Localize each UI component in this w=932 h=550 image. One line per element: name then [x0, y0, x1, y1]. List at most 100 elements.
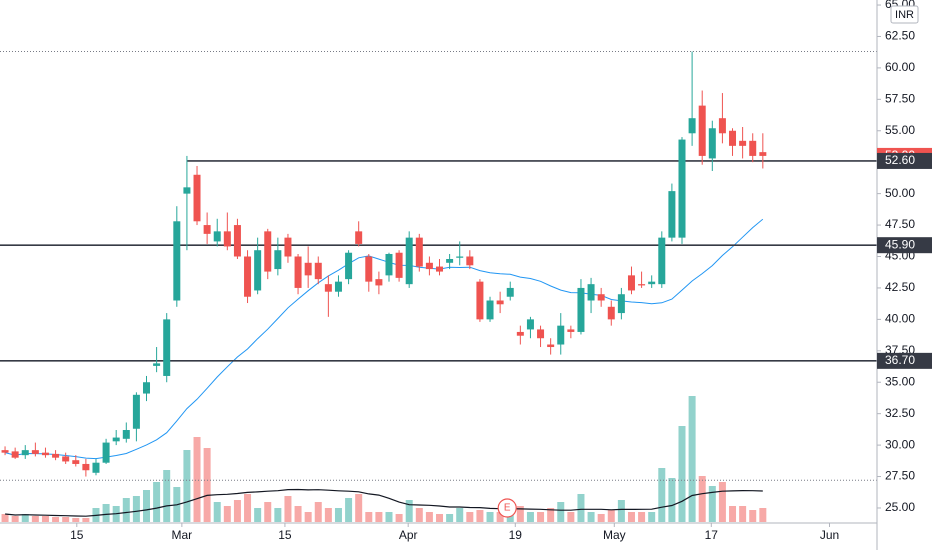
volume-bar [52, 517, 60, 522]
volume-bar [324, 508, 332, 522]
volume-bar [405, 500, 413, 522]
volume-bar [41, 516, 49, 522]
candle-body [395, 252, 403, 278]
x-tick-label: 15 [70, 528, 84, 542]
event-marker [497, 498, 517, 518]
y-tick-label: 42.50 [885, 280, 915, 294]
candle-body [72, 460, 80, 464]
candle-body [456, 256, 464, 258]
x-tick-label: May [603, 528, 626, 542]
x-tick-label: 19 [509, 528, 523, 542]
candle-body [112, 437, 120, 442]
candle-body [648, 281, 656, 285]
candle-body [274, 250, 282, 270]
volume-bar [537, 512, 545, 522]
candle-body [21, 450, 29, 456]
price-axis-bg [877, 0, 932, 550]
volume-bar [466, 512, 474, 522]
price-label-box [877, 152, 932, 169]
y-tick-label: 35.00 [885, 374, 915, 388]
candle-body [334, 281, 342, 292]
candle-body [153, 363, 161, 366]
y-tick-label: 57.50 [885, 92, 915, 106]
candle-body [506, 287, 514, 297]
volume-bar [436, 514, 444, 522]
volume-bar [698, 476, 706, 522]
candle-body [587, 284, 595, 301]
volume-bar [11, 516, 19, 522]
candle-body [749, 140, 757, 156]
candle-body [577, 287, 585, 332]
x-tick-label: Mar [172, 528, 193, 542]
volume-bar [385, 512, 393, 522]
volume-bar [102, 504, 110, 522]
volume-bar [62, 517, 70, 522]
volume-bar [284, 496, 292, 522]
candle-body [617, 294, 625, 314]
volume-moving-average [5, 488, 763, 517]
volume-bar [708, 486, 716, 522]
candle-body [486, 300, 494, 320]
price-label: 52.60 [885, 153, 915, 167]
candle-body [183, 187, 191, 194]
volume-bar [557, 502, 565, 522]
candle-body [688, 118, 696, 134]
candle-body [244, 256, 252, 297]
volume-bar [21, 514, 29, 522]
candle-body [1, 450, 9, 453]
candle-body [163, 319, 171, 376]
candle-body [314, 262, 322, 280]
volume-bar [31, 516, 39, 522]
volume-bar [759, 508, 767, 522]
candle-body [82, 463, 90, 471]
currency-box [890, 5, 919, 24]
volume-bar [365, 512, 373, 522]
candle-body [132, 394, 140, 429]
volume-bar [183, 450, 191, 522]
volume-bar [658, 468, 666, 522]
candle-body [729, 130, 737, 146]
candle-body [355, 231, 363, 244]
candle-body [102, 442, 110, 463]
candle-body [516, 331, 524, 336]
volume-bar [729, 506, 737, 522]
candle-body [739, 140, 747, 146]
candle-body [375, 279, 383, 286]
volume-bar [355, 494, 363, 522]
candle-body [264, 231, 272, 272]
volume-bar [233, 500, 241, 522]
candle-body [526, 319, 534, 330]
volume-bar [496, 512, 504, 522]
candle-body [62, 456, 70, 462]
candle-body [436, 266, 444, 272]
volume-bar [476, 510, 484, 522]
candle-body [476, 281, 484, 320]
volume-bar [587, 512, 595, 522]
candle-body [678, 139, 686, 238]
candle-body [597, 294, 605, 301]
candle-body [698, 105, 706, 156]
volume-bar [375, 512, 383, 522]
volume-bar [1, 514, 9, 522]
candle-body [52, 453, 60, 458]
candle-body [658, 237, 666, 285]
candle-body [143, 382, 151, 394]
price-label: 45.90 [885, 237, 915, 251]
volume-bar [446, 514, 454, 522]
volume-bar [294, 506, 302, 522]
candle-body [718, 118, 726, 134]
volume-bar [304, 512, 312, 522]
x-tick-label: Apr [399, 528, 418, 542]
candle-body [41, 452, 49, 456]
candle-body [11, 451, 19, 458]
volume-bar [425, 512, 433, 522]
volume-bar [668, 478, 676, 522]
candle-body [385, 253, 393, 276]
x-tick-label: Jun [820, 528, 839, 542]
candle-body [233, 225, 241, 257]
volume-bar [163, 470, 171, 522]
x-tick-label: 17 [705, 528, 719, 542]
price-label: 36.70 [885, 353, 915, 367]
candle-body [31, 450, 39, 454]
candle-body [446, 259, 454, 263]
